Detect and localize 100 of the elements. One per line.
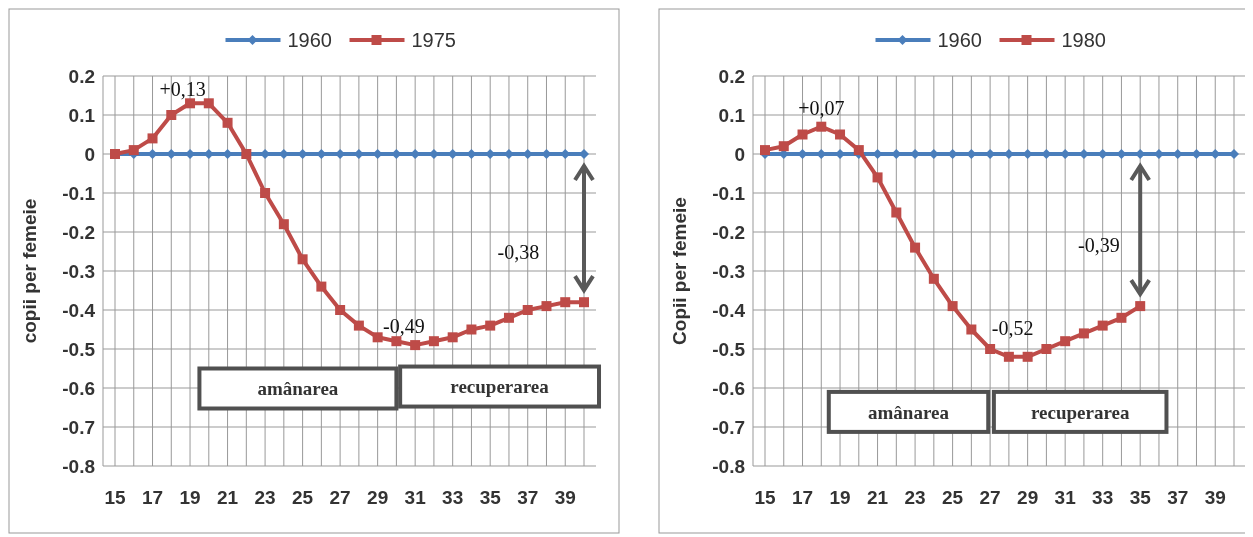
point bbox=[353, 320, 364, 331]
point bbox=[1116, 312, 1127, 323]
y-tick-label: -0.8 bbox=[62, 455, 95, 477]
y-tick-label: -0.7 bbox=[712, 416, 745, 438]
point bbox=[1060, 336, 1071, 347]
x-tick-label: 29 bbox=[367, 487, 389, 508]
y-tick-label: 0 bbox=[734, 143, 745, 165]
point bbox=[128, 145, 139, 156]
x-tick-label: 17 bbox=[791, 487, 814, 508]
point bbox=[797, 129, 808, 140]
annotation: recuperarea bbox=[1030, 401, 1130, 423]
point bbox=[560, 297, 571, 308]
x-tick-label: 21 bbox=[216, 487, 239, 508]
point bbox=[1135, 301, 1146, 312]
point bbox=[316, 281, 327, 292]
x-tick-label: 27 bbox=[329, 487, 351, 508]
x-tick-label: 33 bbox=[1092, 487, 1114, 508]
point bbox=[928, 273, 939, 284]
x-tick-label: 21 bbox=[866, 487, 889, 508]
annotation: -0,52 bbox=[991, 317, 1034, 340]
x-tick-label: 29 bbox=[1017, 487, 1039, 508]
point bbox=[985, 344, 996, 354]
x-tick-label: 35 bbox=[1129, 487, 1152, 508]
x-tick-label: 31 bbox=[1054, 487, 1077, 508]
point bbox=[872, 172, 883, 183]
y-tick-label: -0.3 bbox=[62, 260, 95, 282]
point bbox=[1097, 320, 1108, 331]
y-tick-label: -0.1 bbox=[712, 182, 746, 204]
legend-label: 1975 bbox=[411, 29, 456, 51]
point bbox=[760, 145, 770, 156]
x-tick-label: 15 bbox=[754, 487, 776, 508]
y-tick-label: -0.2 bbox=[62, 221, 95, 243]
annotation: amânarea bbox=[868, 401, 950, 423]
x-tick-label: 23 bbox=[904, 487, 926, 508]
point bbox=[485, 320, 496, 331]
x-tick-label: 19 bbox=[829, 487, 851, 508]
x-tick-label: 27 bbox=[979, 487, 1001, 508]
point bbox=[260, 188, 271, 198]
x-tick-label: 23 bbox=[254, 487, 276, 508]
x-tick-label: 15 bbox=[104, 487, 126, 508]
point bbox=[372, 332, 383, 343]
annotation: amânarea bbox=[257, 378, 339, 400]
y-tick-label: -0.6 bbox=[712, 377, 745, 399]
y-tick-label: -0.3 bbox=[712, 260, 745, 282]
y-tick-label: 0.2 bbox=[718, 65, 745, 87]
point bbox=[853, 145, 864, 156]
y-tick-label: -0.5 bbox=[712, 338, 746, 360]
point bbox=[503, 312, 514, 323]
point bbox=[778, 141, 789, 152]
legend-label: 1960 bbox=[287, 29, 332, 51]
point bbox=[835, 129, 846, 140]
annotation: -0,49 bbox=[383, 315, 425, 338]
x-tick-label: 37 bbox=[517, 487, 539, 508]
point bbox=[966, 324, 977, 335]
y-tick-label: -0.2 bbox=[712, 221, 745, 243]
x-tick-label: 39 bbox=[1204, 487, 1226, 508]
point bbox=[1078, 328, 1089, 339]
y-tick-label: 0.1 bbox=[68, 104, 96, 126]
y-tick-label: -0.4 bbox=[712, 299, 746, 321]
y-tick-label: 0.1 bbox=[718, 104, 746, 126]
point bbox=[947, 301, 958, 312]
legend-label: 1980 bbox=[1061, 29, 1106, 51]
x-tick-label: 33 bbox=[442, 487, 464, 508]
point bbox=[1041, 344, 1052, 354]
point bbox=[522, 305, 533, 315]
x-tick-label: 35 bbox=[479, 487, 502, 508]
x-tick-label: 19 bbox=[179, 487, 201, 508]
point bbox=[541, 301, 552, 312]
annotation: recuperarea bbox=[450, 376, 550, 398]
point bbox=[579, 297, 589, 308]
x-tick-label: 25 bbox=[292, 487, 314, 508]
y-tick-label: -0.8 bbox=[712, 455, 745, 477]
annotation: +0,13 bbox=[159, 77, 206, 100]
x-tick-label: 39 bbox=[554, 487, 576, 508]
annotation: +0,07 bbox=[798, 97, 845, 119]
x-tick-label: 31 bbox=[404, 487, 427, 508]
point bbox=[203, 98, 214, 109]
point bbox=[910, 242, 921, 253]
annotation: -0,38 bbox=[497, 241, 540, 264]
y-tick-label: 0 bbox=[84, 143, 95, 165]
x-tick-label: 17 bbox=[141, 487, 164, 508]
x-tick-label: 25 bbox=[942, 487, 964, 508]
point bbox=[891, 207, 902, 218]
point bbox=[447, 332, 458, 343]
point bbox=[410, 340, 421, 351]
point bbox=[222, 117, 233, 128]
point bbox=[1003, 351, 1014, 362]
point bbox=[278, 219, 289, 230]
point bbox=[428, 336, 439, 347]
y-axis-title: copii per femeie bbox=[19, 198, 40, 344]
point bbox=[391, 336, 402, 347]
point bbox=[466, 324, 477, 335]
y-tick-label: -0.1 bbox=[62, 182, 96, 204]
point bbox=[816, 121, 827, 132]
y-tick-label: -0.7 bbox=[62, 416, 95, 438]
legend-label: 1960 bbox=[937, 29, 982, 51]
annotation: -0,39 bbox=[1078, 233, 1120, 256]
y-tick-label: -0.6 bbox=[62, 377, 95, 399]
point bbox=[147, 133, 158, 144]
point bbox=[1022, 351, 1033, 362]
